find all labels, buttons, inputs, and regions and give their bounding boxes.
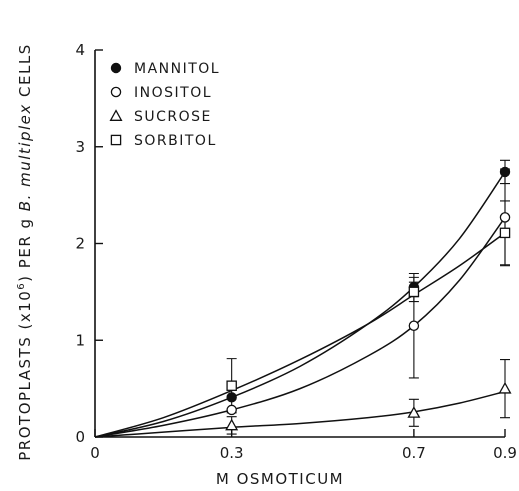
- data-points: [225, 166, 512, 431]
- x-tick-label: 0.7: [402, 444, 426, 462]
- x-ticks: 0 0.3 0.7 0.9: [90, 429, 517, 462]
- inositol-point: [226, 404, 237, 416]
- y-tick-label: 4: [75, 41, 85, 59]
- legend-sucrose-label: SUCROSE: [134, 109, 212, 125]
- inositol-point: [499, 212, 511, 223]
- sorbitol-point: [226, 380, 237, 391]
- sucrose-point: [407, 406, 421, 418]
- y-tick-label: 0: [75, 428, 85, 446]
- x-tick-label: 0.9: [493, 444, 517, 462]
- y-tick-label: 3: [75, 138, 85, 156]
- y-axis-title-suffix: CELLS: [16, 43, 34, 103]
- legend-inositol-label: INOSITOL: [134, 85, 212, 101]
- plot-area: 0 0.3 0.7 0.9 0 1 2 3 4: [75, 41, 516, 462]
- mannitol-point: [226, 392, 237, 403]
- x-tick-label: 0.3: [220, 444, 244, 462]
- legend-mannitol-marker: [110, 62, 122, 74]
- inositol-point: [408, 320, 420, 331]
- mannitol-point: [499, 166, 511, 178]
- legend-sucrose-marker: [109, 109, 123, 121]
- legend-sorbitol-marker: [110, 134, 122, 146]
- sorbitol-curve: [94, 232, 506, 438]
- sorbitol-point: [408, 286, 420, 298]
- legend: MANNITOL INOSITOL SUCROSE SORBITOL: [109, 61, 220, 149]
- mannitol-curve: [94, 171, 506, 438]
- sucrose-point: [225, 418, 239, 431]
- sorbitol-point: [499, 227, 511, 239]
- legend-sorbitol-label: SORBITOL: [134, 133, 217, 149]
- sucrose-point: [498, 381, 512, 394]
- y-tick-label: 1: [75, 331, 85, 349]
- legend-mannitol-label: MANNITOL: [134, 61, 220, 77]
- legend-inositol-marker: [110, 86, 122, 98]
- y-axis-title-exponent: 6: [16, 282, 27, 290]
- y-tick-label: 2: [75, 235, 85, 253]
- series-curves: [94, 171, 506, 438]
- y-axis-title: PROTOPLASTS (x106) PER g B. multiplex CE…: [16, 43, 34, 460]
- y-axis-title-species: B. multiplex: [16, 103, 34, 211]
- sucrose-curve: [94, 390, 506, 438]
- y-axis-title-mid: ) PER g: [16, 211, 34, 282]
- y-ticks: 0 1 2 3 4: [75, 41, 103, 446]
- inositol-curve: [94, 216, 506, 438]
- y-axis-title-prefix: PROTOPLASTS (x10: [16, 290, 34, 461]
- error-bars: [226, 159, 510, 435]
- x-tick-label: 0: [90, 444, 100, 462]
- x-axis-title: M OSMOTICUM: [216, 470, 344, 488]
